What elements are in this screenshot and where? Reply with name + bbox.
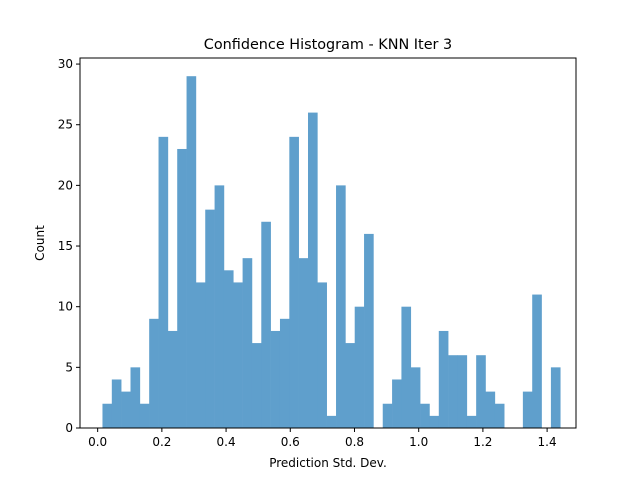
- histogram-bar: [261, 221, 271, 428]
- y-tick-label: 5: [65, 360, 73, 374]
- histogram-bar: [522, 391, 533, 428]
- x-tick-label: 0.8: [345, 435, 364, 449]
- histogram-bar: [448, 355, 458, 428]
- histogram-bar: [289, 136, 299, 428]
- histogram-bar: [279, 318, 290, 428]
- histogram-bar: [466, 415, 477, 428]
- histogram-bar: [317, 282, 327, 428]
- chart-title: Confidence Histogram - KNN Iter 3: [204, 37, 452, 53]
- x-tick-label: 1.0: [409, 435, 428, 449]
- histogram-bar: [494, 403, 505, 428]
- histogram-bar: [242, 258, 253, 428]
- y-tick-label: 30: [58, 57, 73, 71]
- x-axis-ticks: 0.0 0.2 0.4 0.6 0.8 1.0 1.2 1.4: [88, 428, 557, 449]
- histogram-bar: [438, 330, 449, 428]
- histogram-bar: [532, 294, 542, 428]
- y-tick-label: 10: [58, 300, 73, 314]
- histogram-bar: [167, 330, 178, 428]
- histogram-bar: [121, 391, 131, 428]
- y-axis-label: Count: [33, 225, 47, 261]
- x-axis-label: Prediction Std. Dev.: [269, 456, 387, 470]
- axes-frame: [79, 57, 577, 429]
- histogram-bar: [308, 112, 318, 428]
- histogram-bar: [251, 343, 262, 428]
- x-tick-label: 0.2: [152, 435, 171, 449]
- x-tick-label: 0.0: [88, 435, 107, 449]
- histogram-bar: [476, 355, 486, 428]
- y-tick-label: 20: [58, 178, 73, 192]
- y-axis-ticks: 0 5 10 15 20 25 30: [58, 57, 80, 435]
- histogram-bar: [420, 403, 430, 428]
- histogram-bar: [233, 282, 243, 428]
- histogram-bar: [205, 209, 215, 428]
- histogram-bar: [382, 403, 393, 428]
- histogram-bar: [130, 367, 141, 428]
- histogram-bar: [336, 185, 346, 428]
- histogram-bar: [410, 367, 421, 428]
- histogram-bar: [392, 379, 402, 428]
- histogram-bar: [550, 367, 561, 428]
- y-tick-label: 25: [58, 118, 73, 132]
- x-tick-label: 1.2: [473, 435, 492, 449]
- histogram-bar: [429, 415, 440, 428]
- histogram-bar: [111, 379, 122, 428]
- y-tick-label: 0: [65, 421, 73, 435]
- histogram-bar: [364, 233, 374, 428]
- histogram-bar: [102, 403, 113, 428]
- histogram-bar: [345, 343, 356, 428]
- x-tick-label: 1.4: [538, 435, 557, 449]
- histogram-bar: [485, 391, 496, 428]
- histogram-bar: [326, 415, 337, 428]
- histogram-bar: [177, 148, 187, 429]
- histogram-bar: [139, 403, 150, 428]
- histogram-bars: [102, 76, 561, 429]
- histogram-bar: [298, 258, 309, 428]
- histogram-bar: [158, 136, 169, 428]
- histogram-bar: [195, 282, 206, 428]
- histogram-bar: [270, 330, 281, 428]
- histogram-bar: [223, 270, 234, 428]
- histogram-bar: [354, 306, 365, 428]
- y-tick-label: 15: [58, 239, 73, 253]
- histogram-bar: [457, 355, 468, 428]
- x-tick-label: 0.6: [281, 435, 300, 449]
- histogram-bar: [186, 76, 197, 428]
- histogram-bar: [214, 185, 225, 428]
- x-tick-label: 0.4: [217, 435, 236, 449]
- histogram-bar: [149, 318, 159, 428]
- histogram-bar: [401, 306, 412, 428]
